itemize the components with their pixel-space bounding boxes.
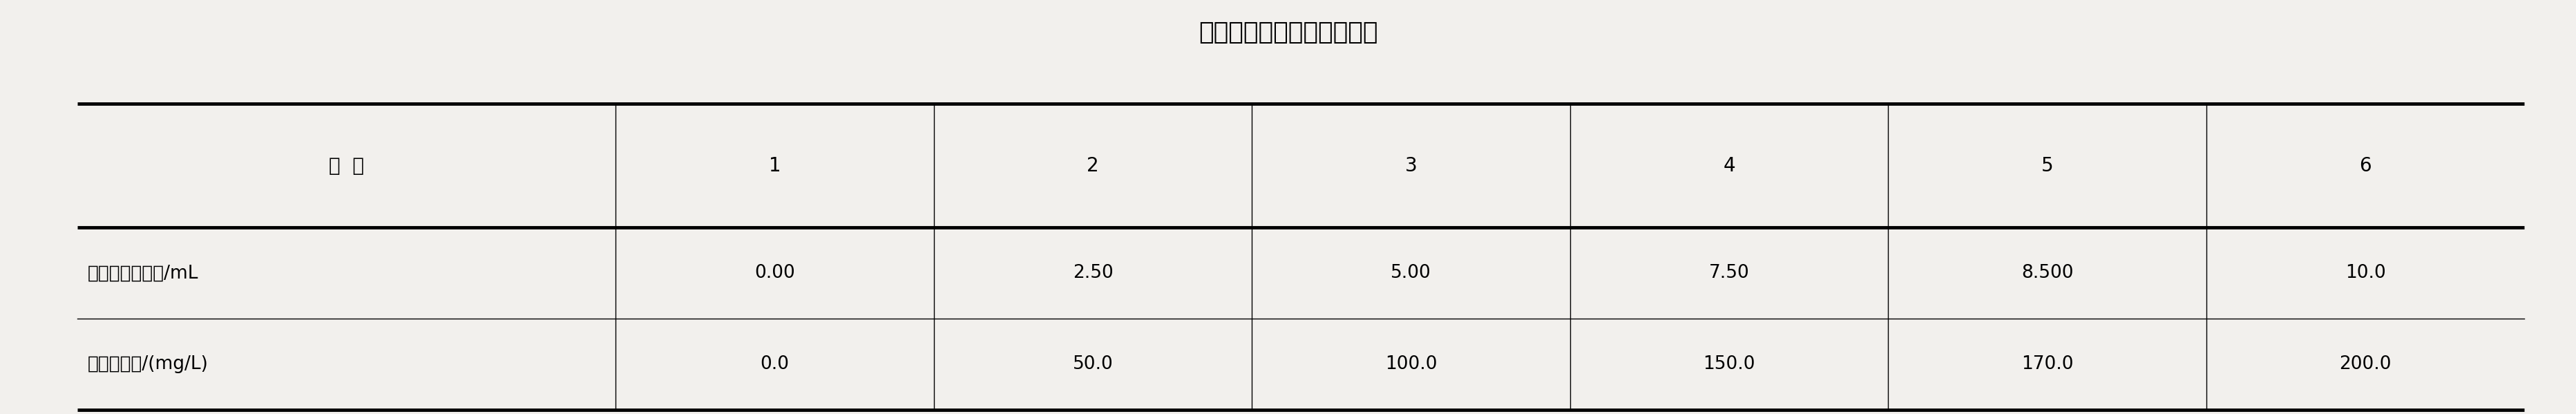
Text: 10.0: 10.0: [2344, 264, 2385, 282]
Text: 0.00: 0.00: [755, 264, 796, 282]
Text: 7.50: 7.50: [1708, 264, 1749, 282]
Text: 200.0: 200.0: [2339, 355, 2391, 373]
Text: 50.0: 50.0: [1072, 355, 1113, 373]
Text: 5: 5: [2040, 156, 2053, 175]
Text: 100.0: 100.0: [1386, 355, 1437, 373]
Text: 5.00: 5.00: [1391, 264, 1432, 282]
Text: 2: 2: [1087, 156, 1100, 175]
Text: 编  号: 编 号: [330, 156, 363, 175]
Text: 6: 6: [2360, 156, 2372, 175]
Text: 8.500: 8.500: [2022, 264, 2074, 282]
Text: 钠离子标准溶液系列的配制: 钠离子标准溶液系列的配制: [1198, 21, 1378, 44]
Text: 钠标准溶液体积/mL: 钠标准溶液体积/mL: [88, 264, 198, 282]
Text: 1: 1: [768, 156, 781, 175]
Text: 4: 4: [1723, 156, 1736, 175]
Text: 2.50: 2.50: [1072, 264, 1113, 282]
Text: 3: 3: [1404, 156, 1417, 175]
Text: 0.0: 0.0: [760, 355, 788, 373]
Text: 钠离子含量/(mg/L): 钠离子含量/(mg/L): [88, 355, 209, 373]
Text: 150.0: 150.0: [1703, 355, 1754, 373]
Text: 170.0: 170.0: [2022, 355, 2074, 373]
